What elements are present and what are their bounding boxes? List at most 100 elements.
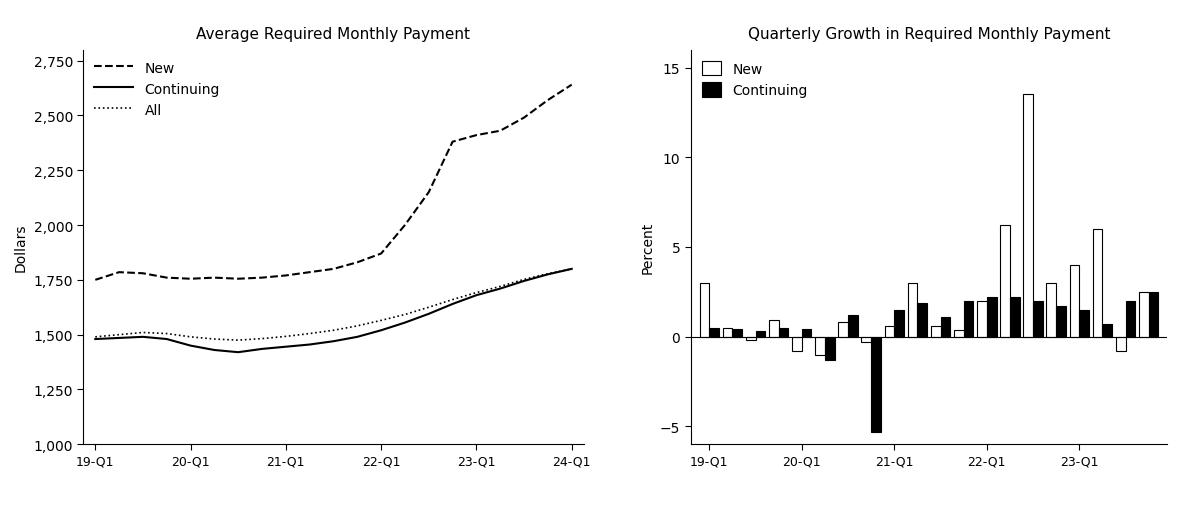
Bar (1116, 337, 1125, 351)
Bar (917, 303, 927, 337)
Continuing (374, 328, 388, 334)
Continuing (398, 320, 412, 326)
New (231, 276, 245, 282)
Bar (1010, 297, 1019, 337)
New (517, 115, 531, 121)
All (422, 305, 436, 311)
Bar (1092, 230, 1103, 337)
Bar (885, 326, 894, 337)
Bar (792, 337, 802, 351)
Bar (977, 301, 987, 337)
New (279, 273, 293, 279)
Bar (1047, 283, 1056, 337)
Continuing (326, 338, 341, 344)
New (445, 139, 460, 145)
New (112, 270, 126, 276)
Bar (769, 321, 779, 337)
All (160, 331, 174, 337)
Bar (699, 283, 710, 337)
New (398, 223, 412, 229)
Continuing (112, 335, 126, 341)
Continuing (445, 301, 460, 308)
Bar (987, 297, 997, 337)
All (112, 332, 126, 338)
Bar (779, 328, 788, 337)
Bar (1148, 292, 1159, 337)
All (493, 284, 507, 290)
All (350, 323, 364, 329)
New (469, 133, 484, 139)
Continuing (565, 266, 579, 272)
New (136, 271, 150, 277)
All (279, 334, 293, 340)
New (541, 98, 555, 104)
Continuing (231, 349, 245, 356)
Bar (825, 337, 835, 360)
New (565, 82, 579, 88)
All (88, 334, 102, 340)
Continuing (207, 347, 222, 354)
Bar (941, 317, 950, 337)
Line: All: All (95, 269, 572, 340)
Continuing (541, 272, 555, 278)
Bar (710, 328, 719, 337)
All (374, 318, 388, 324)
Bar (802, 330, 811, 337)
New (303, 270, 317, 276)
Continuing (136, 334, 150, 340)
Bar (1023, 95, 1033, 337)
All (517, 277, 531, 283)
Bar (755, 332, 766, 337)
Bar (931, 326, 941, 337)
All (565, 266, 579, 272)
All (541, 271, 555, 277)
Continuing (279, 344, 293, 350)
Bar (1079, 310, 1089, 337)
Line: Continuing: Continuing (95, 269, 572, 352)
Continuing (160, 336, 174, 342)
New (422, 190, 436, 196)
Bar (1139, 292, 1148, 337)
Continuing (255, 346, 269, 352)
Continuing (493, 286, 507, 292)
Bar (848, 316, 858, 337)
Bar (1056, 307, 1066, 337)
New (183, 276, 198, 282)
All (303, 331, 317, 337)
Y-axis label: Dollars: Dollars (14, 223, 27, 272)
Bar (861, 337, 871, 342)
Y-axis label: Percent: Percent (641, 221, 654, 274)
Bar (732, 330, 742, 337)
Bar (723, 328, 732, 337)
New (207, 275, 222, 281)
Continuing (350, 334, 364, 340)
Title: Quarterly Growth in Required Monthly Payment: Quarterly Growth in Required Monthly Pay… (748, 27, 1110, 42)
Bar (1070, 265, 1079, 337)
New (326, 266, 341, 272)
New (374, 251, 388, 257)
All (445, 297, 460, 303)
Line: New: New (95, 85, 572, 280)
Continuing (88, 336, 102, 342)
Legend: New, Continuing, All: New, Continuing, All (91, 58, 224, 122)
Bar (1000, 226, 1010, 337)
Bar (954, 331, 964, 337)
Bar (871, 337, 881, 432)
Bar (908, 283, 917, 337)
Title: Average Required Monthly Payment: Average Required Monthly Payment (197, 27, 470, 42)
Bar (1125, 301, 1135, 337)
New (350, 260, 364, 266)
Continuing (183, 343, 198, 349)
Legend: New, Continuing: New, Continuing (698, 58, 812, 102)
New (88, 277, 102, 283)
All (231, 337, 245, 343)
Bar (894, 310, 904, 337)
Continuing (469, 292, 484, 298)
Bar (1033, 301, 1043, 337)
Bar (1103, 324, 1112, 337)
All (326, 328, 341, 334)
All (255, 336, 269, 342)
Continuing (303, 342, 317, 348)
All (207, 336, 222, 342)
All (398, 312, 412, 318)
